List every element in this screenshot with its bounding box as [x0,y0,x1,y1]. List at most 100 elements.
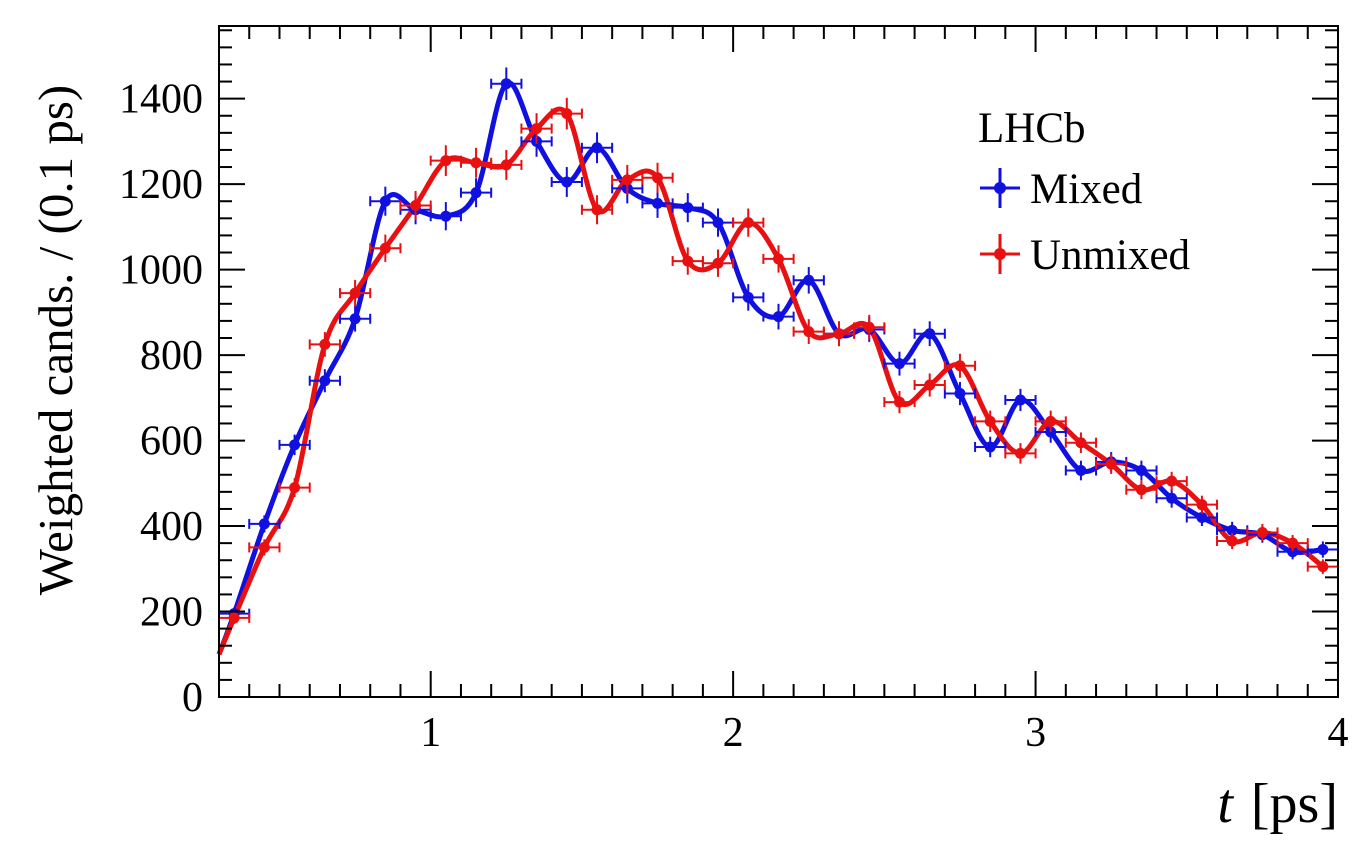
data-point [278,478,311,497]
data-point [732,208,765,237]
marker [258,541,270,553]
data-point [762,245,795,273]
data-points [218,67,1339,624]
marker [1014,394,1026,406]
data-point [701,208,735,237]
marker [833,328,845,340]
marker [289,439,301,451]
data-point [248,515,281,533]
marker [742,291,754,303]
data-point [1004,388,1037,412]
marker [289,482,301,494]
series-unmixed [218,97,1339,624]
data-point [338,279,372,307]
legend: LHCb Mixed Unmixed [978,105,1190,279]
marker [379,195,391,207]
marker [742,217,754,229]
marker [1166,475,1178,487]
data-point [1276,535,1309,552]
data-point [1155,488,1188,508]
data-point [943,353,977,378]
data-point [974,436,1007,458]
x-axis-symbol: t [1217,773,1234,835]
marker [591,142,603,154]
marker [1045,415,1057,427]
marker [1287,546,1299,558]
data-point [641,188,674,218]
x-tick-label: 1 [420,710,441,756]
marker [1135,484,1147,496]
data-point [308,369,341,393]
y-tick-label: 800 [140,333,203,379]
data-point [490,67,523,100]
marker [1256,526,1268,538]
marker [1196,511,1208,523]
legend-header: LHCb [978,105,1086,152]
data-point [278,434,311,456]
data-point [580,195,614,225]
marker [924,328,936,340]
plot-frame [218,25,1339,698]
data-point [369,186,402,216]
marker [954,388,966,400]
data-point [913,373,946,397]
data-point [732,284,765,311]
data-point [671,193,704,223]
data-point [1246,523,1279,542]
marker [712,257,724,269]
marker [228,612,240,624]
data-point [853,314,886,340]
marker [1287,537,1299,549]
data-point [308,332,341,357]
series-mixed [218,67,1339,620]
data-point [490,149,523,180]
data-point [429,202,462,231]
y-tick-label: 0 [182,675,203,721]
marker [621,174,633,186]
data-point [641,162,674,193]
marker [379,242,391,254]
y-tick-label: 400 [140,504,203,550]
data-point [399,190,432,221]
marker [1105,458,1117,470]
marker [258,518,270,530]
y-tick-label: 600 [140,419,203,465]
marker [1014,447,1026,459]
data-point [1125,480,1158,500]
marker [712,217,724,229]
data-point [369,234,402,262]
data-point [1034,410,1067,433]
marker [773,253,784,265]
y-axis-label: Weighted cands. / (0.1 ps) [28,85,83,595]
y-tick-label: 1200 [119,162,203,208]
legend-label: Mixed [1030,166,1142,213]
marker [470,187,482,199]
legend-entry-mixed: Mixed [980,166,1142,213]
data-point [883,390,916,414]
x-axis-unit: [ps] [1251,773,1338,835]
data-point [883,351,916,376]
marker [561,108,573,120]
data-point [429,145,462,177]
axes: 1 2 3 4 0 200 400 600 800 1000 1200 1400 [119,26,1349,756]
marker [984,415,996,427]
marker [500,159,512,171]
data-point [248,539,281,556]
marker [440,210,452,222]
marker [803,326,815,338]
marker [893,396,905,408]
legend-entries: Mixed Unmixed [980,166,1190,279]
data-point [822,321,856,347]
x-tick-label: 4 [1328,710,1349,756]
data-point [520,113,553,144]
marker [893,358,905,370]
marker [561,176,573,188]
marker [440,155,452,167]
marker [1226,535,1238,547]
x-tick-label: 3 [1025,710,1046,756]
data-point [580,132,614,164]
data-point [550,97,583,130]
legend-swatch-marker [994,248,1006,260]
marker [1075,437,1087,449]
